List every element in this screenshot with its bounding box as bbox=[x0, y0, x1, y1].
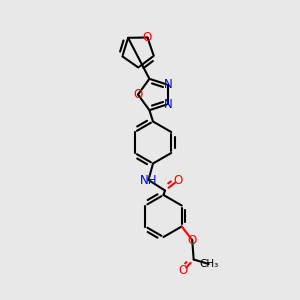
Text: O: O bbox=[174, 173, 183, 187]
Text: N: N bbox=[164, 78, 172, 91]
Text: O: O bbox=[134, 88, 142, 101]
Text: O: O bbox=[178, 264, 188, 278]
Text: O: O bbox=[143, 31, 152, 44]
Text: NH: NH bbox=[140, 173, 157, 187]
Text: N: N bbox=[164, 98, 172, 111]
Text: CH₃: CH₃ bbox=[199, 259, 218, 269]
Text: O: O bbox=[188, 233, 197, 247]
